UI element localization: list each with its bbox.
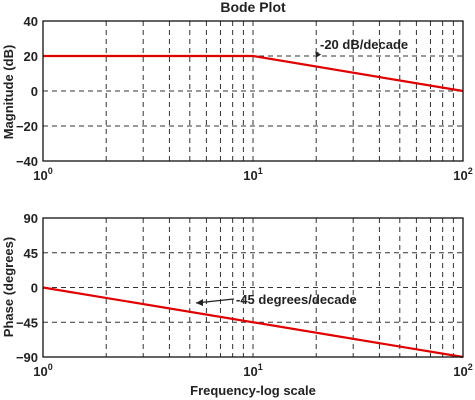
phase-y-tick-label: −45 xyxy=(16,315,38,330)
magnitude-x-tick-label: 101 xyxy=(243,166,262,183)
magnitude-y-axis-label: Magnitude (dB) xyxy=(1,45,16,140)
phase-slope-annotation: -45 degrees/decade xyxy=(236,292,357,307)
phase-y-tick-label: 45 xyxy=(24,246,38,261)
magnitude-plot-frame xyxy=(42,20,464,162)
phase-series-line xyxy=(42,286,464,359)
phase-x-tick-label: 102 xyxy=(453,362,472,379)
phase-y-tick-label: 90 xyxy=(24,211,38,226)
magnitude-series-line xyxy=(43,54,464,93)
magnitude-y-tick-label: 20 xyxy=(24,49,38,64)
phase-x-tick-label: 101 xyxy=(243,362,262,379)
phase-plot-frame xyxy=(42,217,464,358)
magnitude-annotation-arrowhead xyxy=(315,51,322,58)
phase-x-tick-label: 100 xyxy=(33,362,52,379)
phase-y-tick-label: 0 xyxy=(31,281,38,296)
magnitude-y-tick-label: −20 xyxy=(16,119,38,134)
magnitude-slope-annotation: -20 dB/decade xyxy=(320,37,408,52)
x-axis-label: Frequency-log scale xyxy=(190,383,316,398)
phase-y-axis-label: Phase (degrees) xyxy=(1,237,16,337)
magnitude-y-tick-label: 0 xyxy=(31,84,38,99)
magnitude-x-tick-label: 102 xyxy=(453,166,472,183)
chart-title: Bode Plot xyxy=(220,0,286,15)
magnitude-y-tick-label: 40 xyxy=(24,14,38,29)
phase-annotation-arrowhead xyxy=(196,299,203,306)
magnitude-x-tick-label: 100 xyxy=(33,166,52,183)
magnitude-y-tick-label: −40 xyxy=(16,154,38,169)
phase-y-tick-label: −90 xyxy=(16,350,38,365)
